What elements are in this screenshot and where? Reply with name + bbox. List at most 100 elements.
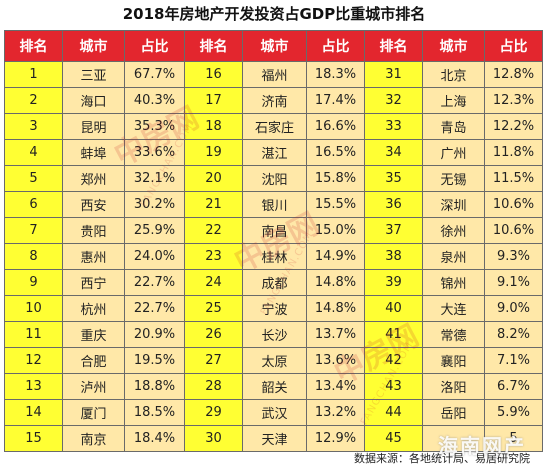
cell-pct: 6.7%: [484, 373, 543, 400]
cell-pct: 13.4%: [306, 373, 365, 400]
cell-rank: 4: [4, 139, 63, 166]
table-row: 2 海口 40.3% 17 济南 17.4% 32 上海 12.3%: [4, 87, 543, 114]
cell-pct: 32.1%: [124, 165, 185, 192]
cell-pct: 13.6%: [306, 347, 365, 374]
table-row: 15 南京 18.4% 30 天津 12.9% 45 5: [4, 425, 543, 452]
cell-pct: 7.1%: [484, 347, 543, 374]
cell-rank: 25: [184, 295, 243, 322]
cell-pct: 5.9%: [484, 399, 543, 426]
cell-city: 泉州: [422, 243, 485, 270]
cell-city: 大连: [422, 295, 485, 322]
cell-city: 无锡: [422, 165, 485, 192]
cell-city: 昆明: [62, 113, 125, 140]
header-rank: 排名: [364, 30, 423, 62]
cell-pct: 12.2%: [484, 113, 543, 140]
cell-rank: 27: [184, 347, 243, 374]
header-city: 城市: [242, 30, 307, 62]
cell-pct: 11.8%: [484, 139, 543, 166]
cell-rank: 29: [184, 399, 243, 426]
cell-city: 武汉: [242, 399, 307, 426]
cell-pct: 19.5%: [124, 347, 185, 374]
cell-city: 厦门: [62, 399, 125, 426]
header-rank: 排名: [4, 30, 63, 62]
cell-city: 银川: [242, 191, 307, 218]
cell-rank: 39: [364, 269, 423, 296]
cell-rank: 21: [184, 191, 243, 218]
cell-city: 韶关: [242, 373, 307, 400]
cell-rank: 26: [184, 321, 243, 348]
cell-city: 重庆: [62, 321, 125, 348]
table-row: 7 贵阳 25.9% 22 南昌 15.0% 37 徐州 10.6%: [4, 217, 543, 244]
cell-city: 福州: [242, 61, 307, 88]
cell-pct: 11.5%: [484, 165, 543, 192]
table-row: 6 西安 30.2% 21 银川 15.5% 36 深圳 10.6%: [4, 191, 543, 218]
cell-pct: 35.3%: [124, 113, 185, 140]
cell-rank: 7: [4, 217, 63, 244]
table-header-row: 排名 城市 占比 排名 城市 占比 排名 城市 占比: [4, 30, 543, 62]
cell-pct: 14.8%: [306, 269, 365, 296]
cell-city: 湛江: [242, 139, 307, 166]
cell-pct: 17.4%: [306, 87, 365, 114]
cell-city: [422, 425, 485, 452]
cell-city: 锦州: [422, 269, 485, 296]
cell-pct: 15.0%: [306, 217, 365, 244]
cell-pct: 13.7%: [306, 321, 365, 348]
cell-pct: 16.5%: [306, 139, 365, 166]
header-city: 城市: [62, 30, 125, 62]
cell-rank: 44: [364, 399, 423, 426]
cell-rank: 15: [4, 425, 63, 452]
cell-pct: 67.7%: [124, 61, 185, 88]
cell-rank: 13: [4, 373, 63, 400]
cell-city: 海口: [62, 87, 125, 114]
cell-rank: 38: [364, 243, 423, 270]
cell-pct: 14.9%: [306, 243, 365, 270]
page-title: 2018年房地产开发投资占GDP比重城市排名: [122, 5, 426, 23]
cell-rank: 42: [364, 347, 423, 374]
cell-city: 徐州: [422, 217, 485, 244]
table-row: 10 杭州 22.7% 25 宁波 14.8% 40 大连 9.0%: [4, 295, 543, 322]
cell-city: 南昌: [242, 217, 307, 244]
table-row: 11 重庆 20.9% 26 长沙 13.7% 41 常德 8.2%: [4, 321, 543, 348]
cell-city: 宁波: [242, 295, 307, 322]
table-row: 4 蚌埠 33.6% 19 湛江 16.5% 34 广州 11.8%: [4, 139, 543, 166]
cell-pct: 9.1%: [484, 269, 543, 296]
cell-rank: 23: [184, 243, 243, 270]
header-pct: 占比: [124, 30, 185, 62]
cell-city: 贵阳: [62, 217, 125, 244]
cell-rank: 9: [4, 269, 63, 296]
cell-city: 广州: [422, 139, 485, 166]
cell-pct: 22.7%: [124, 295, 185, 322]
cell-pct: 8.2%: [484, 321, 543, 348]
cell-city: 常德: [422, 321, 485, 348]
cell-rank: 34: [364, 139, 423, 166]
cell-rank: 31: [364, 61, 423, 88]
cell-rank: 45: [364, 425, 423, 452]
cell-city: 蚌埠: [62, 139, 125, 166]
cell-city: 天津: [242, 425, 307, 452]
cell-city: 长沙: [242, 321, 307, 348]
cell-rank: 20: [184, 165, 243, 192]
cell-rank: 37: [364, 217, 423, 244]
cell-rank: 3: [4, 113, 63, 140]
cell-rank: 32: [364, 87, 423, 114]
header-pct: 占比: [306, 30, 365, 62]
cell-rank: 17: [184, 87, 243, 114]
cell-city: 惠州: [62, 243, 125, 270]
cell-pct: 15.8%: [306, 165, 365, 192]
cell-city: 桂林: [242, 243, 307, 270]
cell-city: 襄阳: [422, 347, 485, 374]
cell-pct: 24.0%: [124, 243, 185, 270]
table-row: 8 惠州 24.0% 23 桂林 14.9% 38 泉州 9.3%: [4, 243, 543, 270]
table-row: 3 昆明 35.3% 18 石家庄 16.6% 33 青岛 12.2%: [4, 113, 543, 140]
cell-pct: 5: [484, 425, 543, 452]
cell-pct: 10.6%: [484, 191, 543, 218]
header-rank: 排名: [184, 30, 243, 62]
cell-city: 合肥: [62, 347, 125, 374]
cell-pct: 22.7%: [124, 269, 185, 296]
cell-pct: 12.8%: [484, 61, 543, 88]
table-row: 9 西宁 22.7% 24 成都 14.8% 39 锦州 9.1%: [4, 269, 543, 296]
cell-pct: 15.5%: [306, 191, 365, 218]
cell-pct: 40.3%: [124, 87, 185, 114]
table-row: 1 三亚 67.7% 16 福州 18.3% 31 北京 12.8%: [4, 61, 543, 88]
cell-city: 岳阳: [422, 399, 485, 426]
